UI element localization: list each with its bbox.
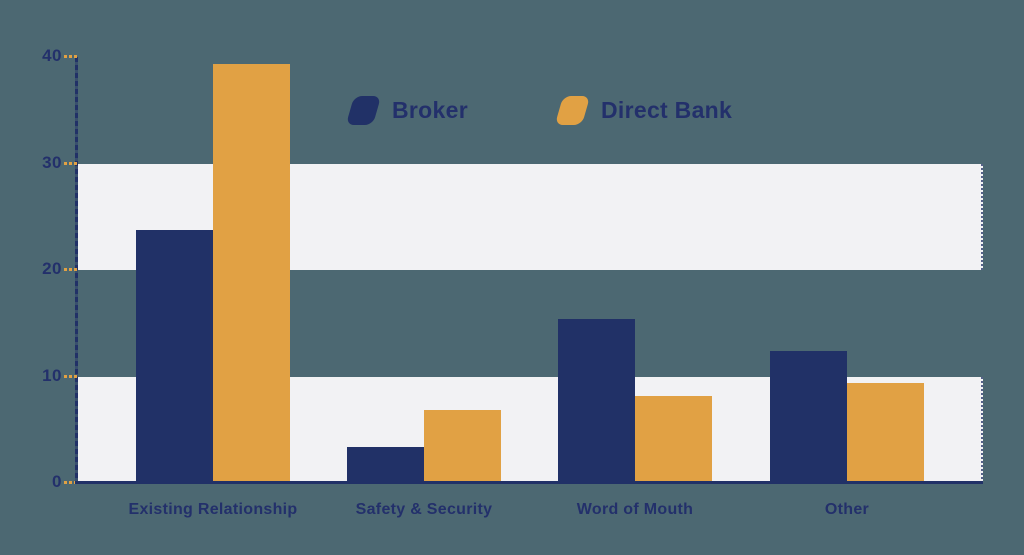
direct-bank-swatch-icon <box>554 95 591 125</box>
y-tick-label-40: 40 <box>42 46 62 65</box>
y-tick-mark-0 <box>64 481 77 484</box>
x-axis-label-safety-security: Safety & Security <box>355 501 493 518</box>
y-tick-label-10: 10 <box>42 365 62 385</box>
y-tick-label-0: 0 <box>52 472 62 491</box>
bar-direct-bank-word-of-mouth <box>635 395 712 483</box>
bar-broker-other <box>770 350 847 483</box>
broker-swatch-icon <box>345 95 382 125</box>
legend-item-direct-bank: Direct Bank <box>554 93 733 127</box>
bar-broker-safety-security <box>347 446 424 483</box>
y-tick-mark-20 <box>64 268 77 271</box>
x-axis-line <box>75 481 983 484</box>
bar-broker-word-of-mouth <box>558 318 635 483</box>
bar-direct-bank-safety-security <box>424 409 501 483</box>
x-axis-label-other: Other <box>824 501 870 518</box>
y-tick-mark-10 <box>64 374 77 378</box>
legend-label-direct-bank: Direct Bank <box>601 96 733 123</box>
x-axis-label-existing-relationship: Existing Relationship <box>128 501 298 518</box>
y-tick-label-20: 20 <box>42 259 62 278</box>
legend-label-broker: Broker <box>392 96 468 123</box>
legend-item-broker: Broker <box>345 93 468 127</box>
y-tick-mark-30 <box>64 161 77 165</box>
y-tick-label-30: 30 <box>42 152 62 172</box>
legend: Broker Direct Bank <box>0 93 1024 127</box>
bar-direct-bank-other <box>847 382 924 483</box>
x-axis-label-word-of-mouth: Word of Mouth <box>576 501 694 518</box>
bar-broker-existing-relationship <box>136 229 213 483</box>
bar-direct-bank-existing-relationship <box>213 64 290 483</box>
y-tick-mark-40 <box>64 55 77 58</box>
